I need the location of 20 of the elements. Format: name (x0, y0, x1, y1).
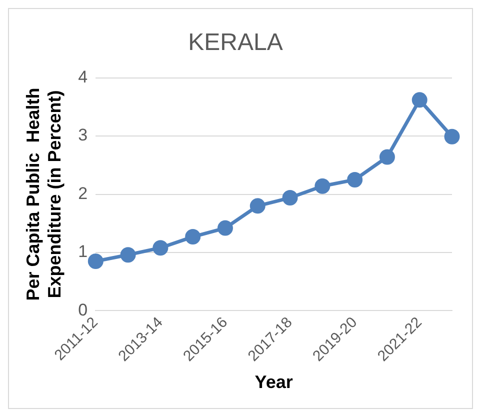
point (412, 92, 428, 108)
point (347, 172, 363, 188)
point (185, 229, 201, 245)
y-tick-label: 2 (78, 184, 88, 203)
point (282, 190, 298, 206)
chart-title: KERALA (188, 29, 283, 56)
point (120, 247, 136, 263)
y-tick-label: 4 (78, 67, 88, 86)
point (152, 240, 168, 256)
point (217, 220, 233, 236)
y-tick-label: 0 (78, 300, 88, 320)
point (444, 128, 460, 144)
x-axis-title: Year (254, 372, 293, 392)
point (250, 198, 266, 214)
y-tick-label: 3 (78, 126, 88, 145)
point (88, 253, 104, 269)
y-tick-label: 1 (78, 242, 88, 262)
point (379, 149, 395, 165)
y-axis-title: Per Capita Public Health Expenditure (in Percent) (22, 88, 64, 301)
point (314, 178, 330, 194)
